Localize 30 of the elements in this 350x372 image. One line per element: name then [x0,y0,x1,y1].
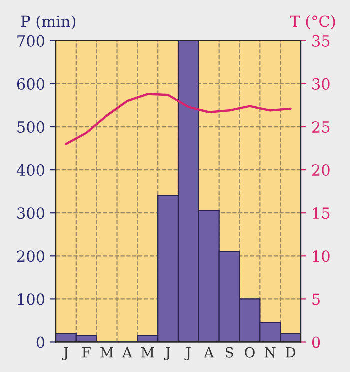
x-tick-label: S [226,347,234,358]
y2-tick-label: 20 [312,164,330,176]
y-tick-label: 400 [16,164,45,176]
y-tick-label: 600 [17,78,45,90]
x-tick-label: A [122,348,133,358]
x-tick-label: N [264,348,276,358]
y-tick-label: 200 [17,250,45,262]
y2-tick-label: 10 [313,250,330,262]
y2-tick-label: 25 [312,121,330,134]
x-tick-label: O [245,347,255,358]
x-tick-label: M [141,348,154,358]
y2-tick-label: 35 [312,35,330,47]
x-tick-label: A [204,348,214,358]
x-tick-label: J [164,348,170,361]
x-tick-label: D [286,348,296,358]
y-tick-label: 700 [18,35,45,47]
y2-tick-label: 5 [312,294,320,306]
x-tick-label: J [62,348,68,361]
y-tick-label: 100 [18,294,45,306]
x-tick-label: M [100,348,114,358]
y-axis-title: P (min) [21,15,76,30]
y2-tick-label: 0 [312,336,320,348]
x-tick-label: F [82,348,91,358]
y2-tick-label: 15 [313,208,330,220]
y-tick-label: 0 [36,336,45,348]
y2-axis-title: T (°C) [290,15,336,30]
y-tick-label: 500 [18,121,45,134]
x-tick-label: J [184,348,191,361]
y2-tick-label: 30 [312,78,330,90]
y-tick-label: 300 [18,208,45,220]
